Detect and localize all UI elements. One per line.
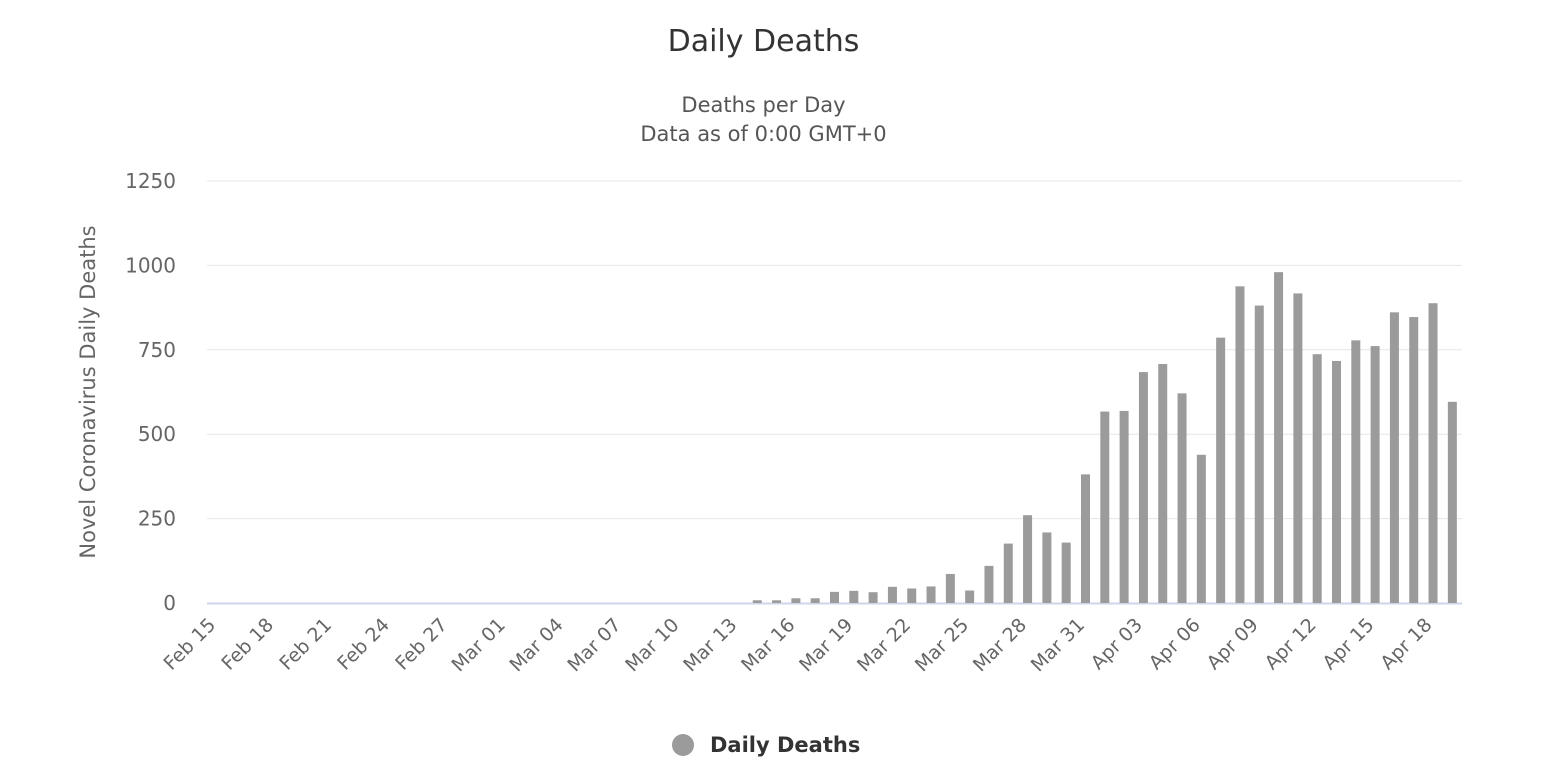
bar (752, 600, 762, 603)
bar (1428, 303, 1438, 603)
bar (1216, 337, 1226, 603)
x-tick-label: Mar 13 (679, 614, 741, 676)
bar (1254, 305, 1264, 603)
bar (1119, 410, 1129, 603)
legend-item-daily-deaths[interactable]: Daily Deaths (672, 728, 860, 762)
bar (1274, 272, 1284, 603)
bar (1312, 354, 1322, 603)
y-tick-label: 750 (138, 338, 176, 362)
chart-subtitle-line-1: Deaths per Day (681, 93, 846, 117)
bar (1003, 543, 1013, 603)
bar (945, 573, 955, 603)
bar (810, 598, 820, 603)
bar (772, 600, 782, 603)
bar (1235, 286, 1245, 603)
x-tick-label: Feb 15 (159, 614, 220, 675)
bar (1177, 393, 1187, 603)
x-tick-label: Feb 21 (275, 614, 336, 675)
bar (868, 592, 878, 603)
x-tick-label: Mar 10 (621, 614, 683, 676)
x-tick-label: Mar 25 (911, 614, 973, 676)
bar (1447, 401, 1457, 603)
bar (984, 565, 994, 603)
x-tick-label: Mar 19 (795, 614, 857, 676)
bar (1409, 317, 1419, 603)
x-tick-label: Apr 06 (1145, 614, 1205, 674)
bar (1081, 474, 1090, 603)
legend-label: Daily Deaths (710, 733, 861, 757)
bar (1196, 454, 1206, 603)
bar (1351, 340, 1361, 603)
chart-title: Daily Deaths (667, 24, 860, 59)
x-tick-label: Mar 28 (969, 614, 1031, 676)
x-tick-label: Apr 15 (1318, 614, 1378, 674)
y-tick-label: 1250 (125, 169, 176, 193)
bar (907, 588, 917, 603)
bar (830, 591, 839, 603)
y-tick-label: 0 (163, 591, 176, 615)
bar (791, 598, 801, 603)
x-tick-label: Mar 01 (448, 614, 510, 676)
bar (1370, 346, 1380, 603)
x-tick-label: Apr 18 (1376, 614, 1436, 674)
x-tick-label: Mar 04 (505, 614, 567, 676)
chart-subtitle-line-2: Data as of 0:00 GMT+0 (640, 122, 887, 146)
bar (1100, 411, 1110, 603)
legend-marker (672, 734, 694, 756)
x-tick-label: Mar 16 (737, 614, 799, 676)
x-tick-label: Apr 09 (1203, 614, 1263, 674)
y-tick-label: 1000 (125, 253, 176, 277)
bar (1158, 363, 1168, 603)
bar (965, 590, 975, 603)
bar (1061, 542, 1071, 603)
bar (1042, 532, 1052, 603)
x-tick-label: Mar 31 (1027, 614, 1089, 676)
bar (1389, 312, 1399, 603)
y-axis-title: Novel Coronavirus Daily Deaths (76, 225, 100, 558)
bar (1138, 372, 1148, 603)
bar (849, 590, 859, 603)
x-tick-label: Feb 27 (391, 614, 452, 675)
x-tick-label: Feb 18 (217, 614, 278, 675)
x-tick-label: Feb 24 (333, 614, 394, 675)
y-tick-label: 250 (138, 507, 176, 531)
x-tick-label: Mar 07 (563, 614, 625, 676)
x-tick-label: Apr 03 (1087, 614, 1147, 674)
x-tick-label: Mar 22 (853, 614, 915, 676)
x-tick-label: Apr 12 (1261, 614, 1321, 674)
bar (1332, 360, 1341, 603)
y-tick-label: 500 (138, 422, 176, 446)
bar (1023, 515, 1033, 603)
bar (1293, 293, 1303, 603)
bar (926, 586, 936, 603)
bar (887, 586, 897, 603)
